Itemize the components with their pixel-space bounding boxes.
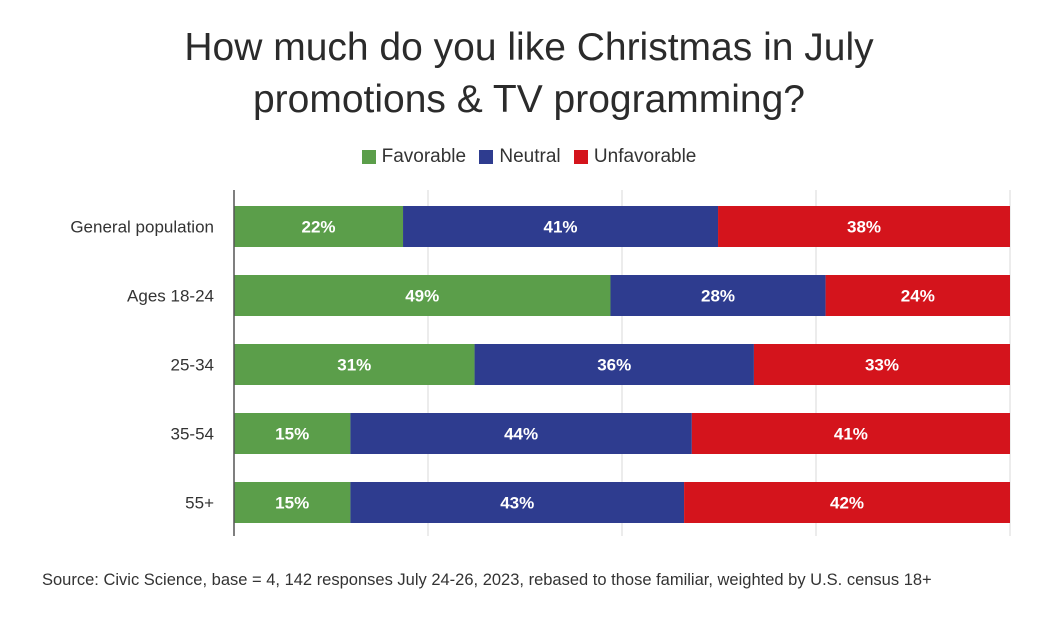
- legend-label-unfavorable: Unfavorable: [593, 146, 697, 167]
- bar-favorable-0: [234, 206, 404, 247]
- legend-swatch-favorable: [361, 150, 376, 164]
- chart-title-line-1: How much do you like Christmas in July: [184, 26, 874, 69]
- data-label-favorable-0: 22%: [301, 218, 335, 237]
- legend-item-unfavorable: Unfavorable: [573, 146, 697, 168]
- bar-neutral-1: [610, 275, 826, 316]
- data-label-neutral-2: 36%: [597, 356, 631, 375]
- bar-neutral-2: [474, 344, 754, 385]
- data-label-unfavorable-2: 33%: [865, 356, 899, 375]
- bar-neutral-0: [403, 206, 719, 247]
- data-label-favorable-2: 31%: [337, 356, 371, 375]
- bar-unfavorable-1: [825, 275, 1010, 316]
- data-label-favorable-1: 49%: [405, 287, 439, 306]
- chart-title-line-2: promotions & TV programming?: [252, 78, 806, 121]
- data-label-neutral-4: 43%: [500, 494, 534, 513]
- data-label-unfavorable-0: 38%: [847, 218, 881, 237]
- data-label-neutral-3: 44%: [504, 425, 538, 444]
- category-label-4: 55+: [185, 494, 214, 513]
- bar-unfavorable-2: [753, 344, 1010, 385]
- category-label-1: Ages 18-24: [127, 287, 214, 306]
- category-label-0: General population: [70, 218, 214, 237]
- bar-favorable-4: [234, 482, 351, 523]
- data-label-unfavorable-3: 41%: [834, 425, 868, 444]
- bar-unfavorable-3: [691, 413, 1010, 454]
- bar-unfavorable-0: [718, 206, 1010, 247]
- source-note: Source: Civic Science, base = 4, 142 res…: [42, 571, 932, 589]
- legend-swatch-unfavorable: [573, 150, 588, 164]
- category-label-2: 25-34: [171, 356, 214, 375]
- bar-unfavorable-4: [684, 482, 1010, 523]
- legend-item-favorable: Favorable: [361, 146, 467, 168]
- data-label-favorable-4: 15%: [275, 494, 309, 513]
- category-label-3: 35-54: [171, 425, 214, 444]
- bar-favorable-2: [234, 344, 475, 385]
- chart-title: How much do you like Christmas in July p…: [0, 22, 1058, 126]
- data-label-favorable-3: 15%: [275, 425, 309, 444]
- legend-swatch-neutral: [479, 150, 494, 164]
- legend-label-neutral: Neutral: [499, 146, 561, 167]
- data-label-neutral-1: 28%: [701, 287, 735, 306]
- data-label-unfavorable-4: 42%: [830, 494, 864, 513]
- bar-neutral-3: [350, 413, 692, 454]
- chart-legend: Favorable Neutral Unfavorable: [0, 146, 1058, 170]
- bar-favorable-1: [234, 275, 611, 316]
- data-label-neutral-0: 41%: [544, 218, 578, 237]
- legend-item-neutral: Neutral: [479, 146, 561, 168]
- bar-favorable-3: [234, 413, 351, 454]
- bar-neutral-4: [350, 482, 685, 523]
- legend-label-favorable: Favorable: [381, 146, 467, 167]
- data-label-unfavorable-1: 24%: [901, 287, 935, 306]
